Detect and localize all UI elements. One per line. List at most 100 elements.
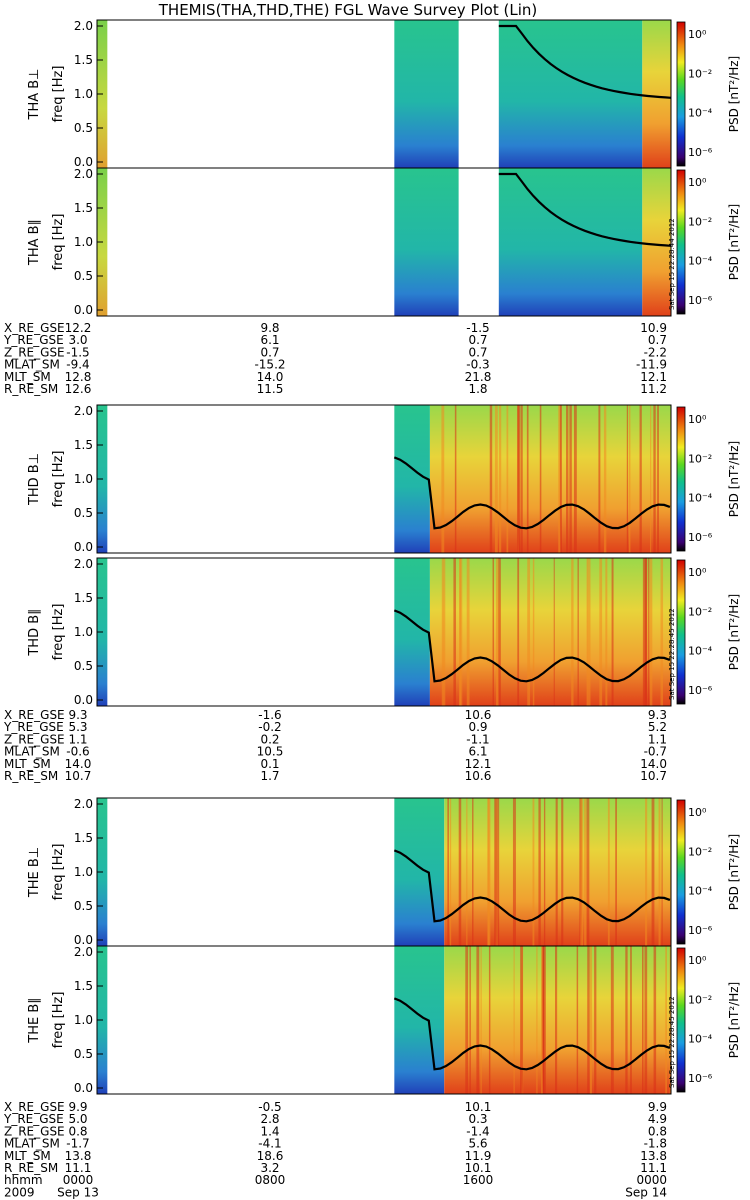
spectrogram-streak	[494, 798, 497, 946]
cyclotron-curve	[393, 609, 671, 683]
spectrogram-streak	[660, 558, 664, 706]
spectrogram-streak	[586, 798, 590, 946]
spectrogram-streak	[459, 558, 463, 706]
cyclotron-curve	[393, 849, 671, 923]
time-row-label: hhmm	[4, 1173, 43, 1187]
spectrogram-streak	[665, 946, 667, 1094]
ephemeris-value: 5.3	[68, 720, 87, 734]
spectrogram-streak	[465, 946, 469, 1094]
colorbar-tick-label: 10⁻²	[688, 452, 712, 465]
y-tick-label: 1.5	[74, 979, 93, 993]
spectrogram-streak	[499, 405, 502, 553]
ephemeris-value: 0.2	[260, 732, 279, 746]
ephemeris-value: 11.5	[257, 382, 284, 396]
ephemeris-value: 10.5	[257, 745, 284, 759]
spectrogram-streak	[603, 405, 607, 553]
ephemeris-value: -1.8	[644, 1137, 667, 1151]
spectrogram-streak	[573, 405, 577, 553]
spectrogram-streak	[543, 946, 546, 1094]
ephemeris-value: 14.0	[640, 757, 667, 771]
colorbar-tick-label: 10⁰	[688, 413, 707, 426]
colorbar-tick-label: 10⁻⁴	[688, 645, 713, 658]
spectrogram-block	[394, 168, 459, 316]
panel-label: THE B⊥	[27, 847, 42, 898]
y-axis-label: freq [Hz]	[51, 604, 66, 661]
ephemeris-value: 10.9	[640, 321, 667, 335]
y-tick-label: 1.5	[74, 201, 93, 215]
colorbar-tick-label: 10⁻⁶	[688, 294, 713, 307]
cyclotron-curve	[393, 997, 671, 1071]
ephemeris-value: -4.1	[258, 1137, 281, 1151]
ephemeris-value: 1.4	[260, 1124, 279, 1138]
y-tick-label: 0.5	[74, 899, 93, 913]
y-tick-label: 1.5	[74, 438, 93, 452]
spectrogram-streak	[543, 798, 546, 946]
y-tick-label: 1.0	[74, 87, 93, 101]
spectrogram-streak	[532, 558, 535, 706]
spectrogram-streak	[571, 558, 574, 706]
spectrogram-streak	[587, 558, 591, 706]
y-tick-label: 1.5	[74, 831, 93, 845]
ephemeris-value: 11.1	[640, 1161, 667, 1175]
ephemeris-value: -2.2	[644, 345, 667, 359]
colorbar-tick-label: 10⁻⁴	[688, 255, 713, 268]
colorbar-tick-label: 10⁰	[688, 806, 707, 819]
y-axis-label: freq [Hz]	[51, 451, 66, 508]
spectrogram-block	[429, 405, 671, 553]
ephemeris-value: 0.7	[648, 333, 667, 347]
ephemeris-value: 11.9	[465, 1149, 492, 1163]
spectrogram-streak	[650, 405, 652, 553]
ephemeris-label: R_RE_SM	[4, 382, 58, 396]
y-tick-label: 0.0	[74, 933, 93, 947]
ephemeris-value: 21.8	[465, 370, 492, 384]
spectrogram-streak	[648, 558, 650, 706]
ephemeris-value: -1.4	[466, 1124, 489, 1138]
ephemeris-value: -1.5	[466, 321, 489, 335]
panel-label: THE B∥	[27, 997, 42, 1043]
ephemeris-value: -0.3	[466, 358, 489, 372]
ephemeris-value: 0.1	[260, 757, 279, 771]
ephemeris-label: MLAT_SM	[4, 1137, 60, 1151]
colorbar-label: PSD [nT²/Hz]	[727, 204, 741, 280]
spectrogram-streak	[472, 798, 474, 946]
ephemeris-value: 14.0	[257, 370, 284, 384]
spectrogram-streak	[651, 798, 655, 946]
spectrogram-block	[394, 558, 430, 706]
spectrogram-streak	[594, 946, 597, 1094]
cyclotron-curve	[393, 456, 671, 530]
y-tick-label: 0.0	[74, 303, 93, 317]
colorbar	[676, 799, 686, 945]
panel-label: THA B∥	[27, 219, 42, 266]
colorbar-tick-label: 10⁻⁶	[688, 1072, 713, 1085]
ephemeris-value: 9.3	[648, 708, 667, 722]
spectrogram-streak	[577, 558, 579, 706]
spectrogram-block	[394, 20, 459, 168]
colorbar-label: PSD [nT²/Hz]	[727, 834, 741, 910]
spectrogram-streak	[476, 946, 480, 1094]
ephemeris-label: R_RE_SM	[4, 1161, 58, 1175]
spectrogram-block	[642, 20, 671, 168]
y-axis-label: freq [Hz]	[51, 66, 66, 123]
y-tick-label: 0.0	[74, 155, 93, 169]
ephemeris-label: X_RE_GSE	[4, 1100, 65, 1114]
spectrogram-streak	[449, 798, 452, 946]
spectrogram-streak	[527, 558, 531, 706]
y-tick-label: 0.0	[74, 1081, 93, 1095]
ephemeris-value: 2.8	[260, 1112, 279, 1126]
ephemeris-label: MLT_SM	[4, 370, 51, 384]
ephemeris-label: X_RE_GSE	[4, 708, 65, 722]
spectrogram-streak	[559, 405, 562, 553]
ephemeris-label: R_RE_SM	[4, 769, 58, 783]
spectrogram-streak	[566, 405, 569, 553]
spectrogram-streak	[584, 798, 587, 946]
spectrogram-streak	[517, 558, 520, 706]
spectrogram-streak	[644, 946, 648, 1094]
y-tick-label: 1.5	[74, 53, 93, 67]
ephemeris-value: -0.2	[258, 720, 281, 734]
ephemeris-value: 5.2	[648, 720, 667, 734]
spectrogram-streak	[642, 946, 644, 1094]
spectrogram-streak	[513, 946, 515, 1094]
spectrogram-streak	[630, 946, 632, 1094]
ephemeris-value: -0.6	[66, 745, 89, 759]
spectrogram-streak	[555, 798, 558, 946]
